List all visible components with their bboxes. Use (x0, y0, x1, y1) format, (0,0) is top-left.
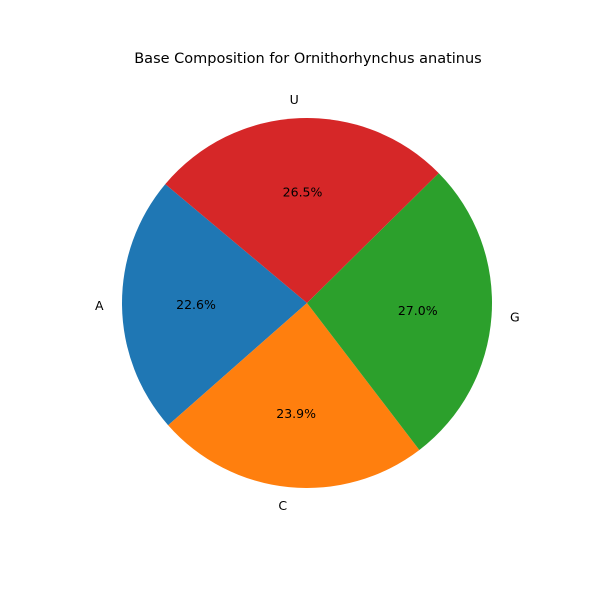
pie-slices (121, 118, 492, 488)
pie-slice-g (307, 173, 492, 450)
percent-label-c: 23.9% (276, 406, 316, 421)
pie-slice-a (121, 184, 307, 426)
percent-label-u: 26.5% (283, 185, 323, 200)
slice-label-u: U (290, 92, 299, 107)
pie-labels: A 22.6% C 23.9% G 27.0% U 26.5% (95, 92, 520, 513)
slice-label-g: G (510, 310, 520, 325)
chart-title: Base Composition for Ornithorhynchus ana… (134, 51, 482, 67)
slice-label-c: C (278, 498, 287, 513)
slice-label-a: A (95, 298, 104, 313)
pie-slice-c (168, 303, 420, 488)
percent-label-g: 27.0% (398, 303, 438, 318)
pie-slice-u (165, 118, 439, 303)
percent-label-a: 22.6% (176, 297, 216, 312)
